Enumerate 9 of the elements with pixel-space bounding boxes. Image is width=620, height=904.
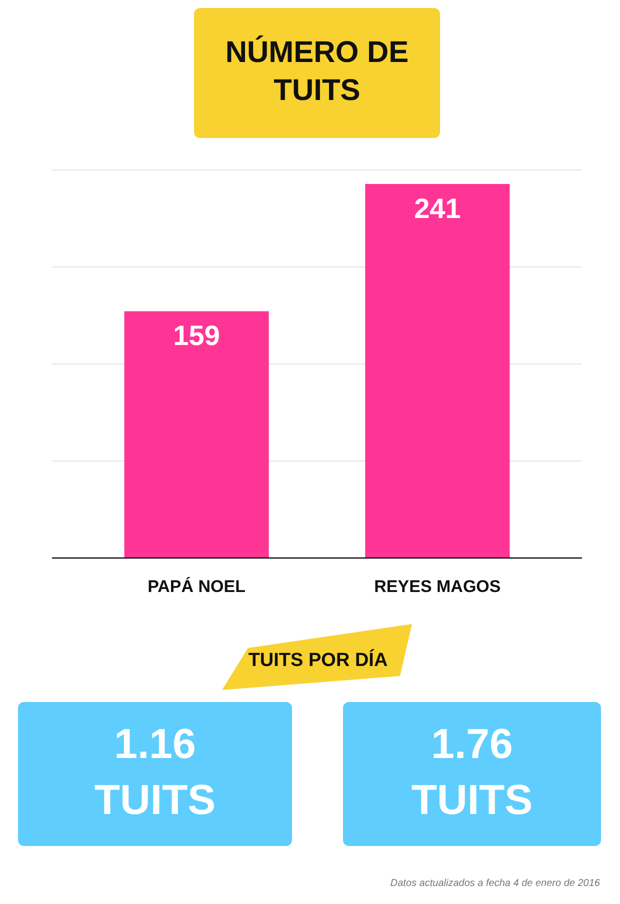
text: TUITS POR DÍA [248,649,388,671]
chart-title: NÚMERO DE TUITS [225,35,409,107]
text: 1.76 TUITS [411,720,533,823]
x-tick-label: PAPÁ NOEL [148,576,246,596]
data-label: 241 [414,192,461,224]
text: Datos actualizados a fecha 4 de enero de 2016 [390,878,600,889]
text: 1.16 TUITS [94,720,216,823]
data-label: 159 [173,320,220,352]
x-tick-label: REYES MAGOS [374,577,501,596]
